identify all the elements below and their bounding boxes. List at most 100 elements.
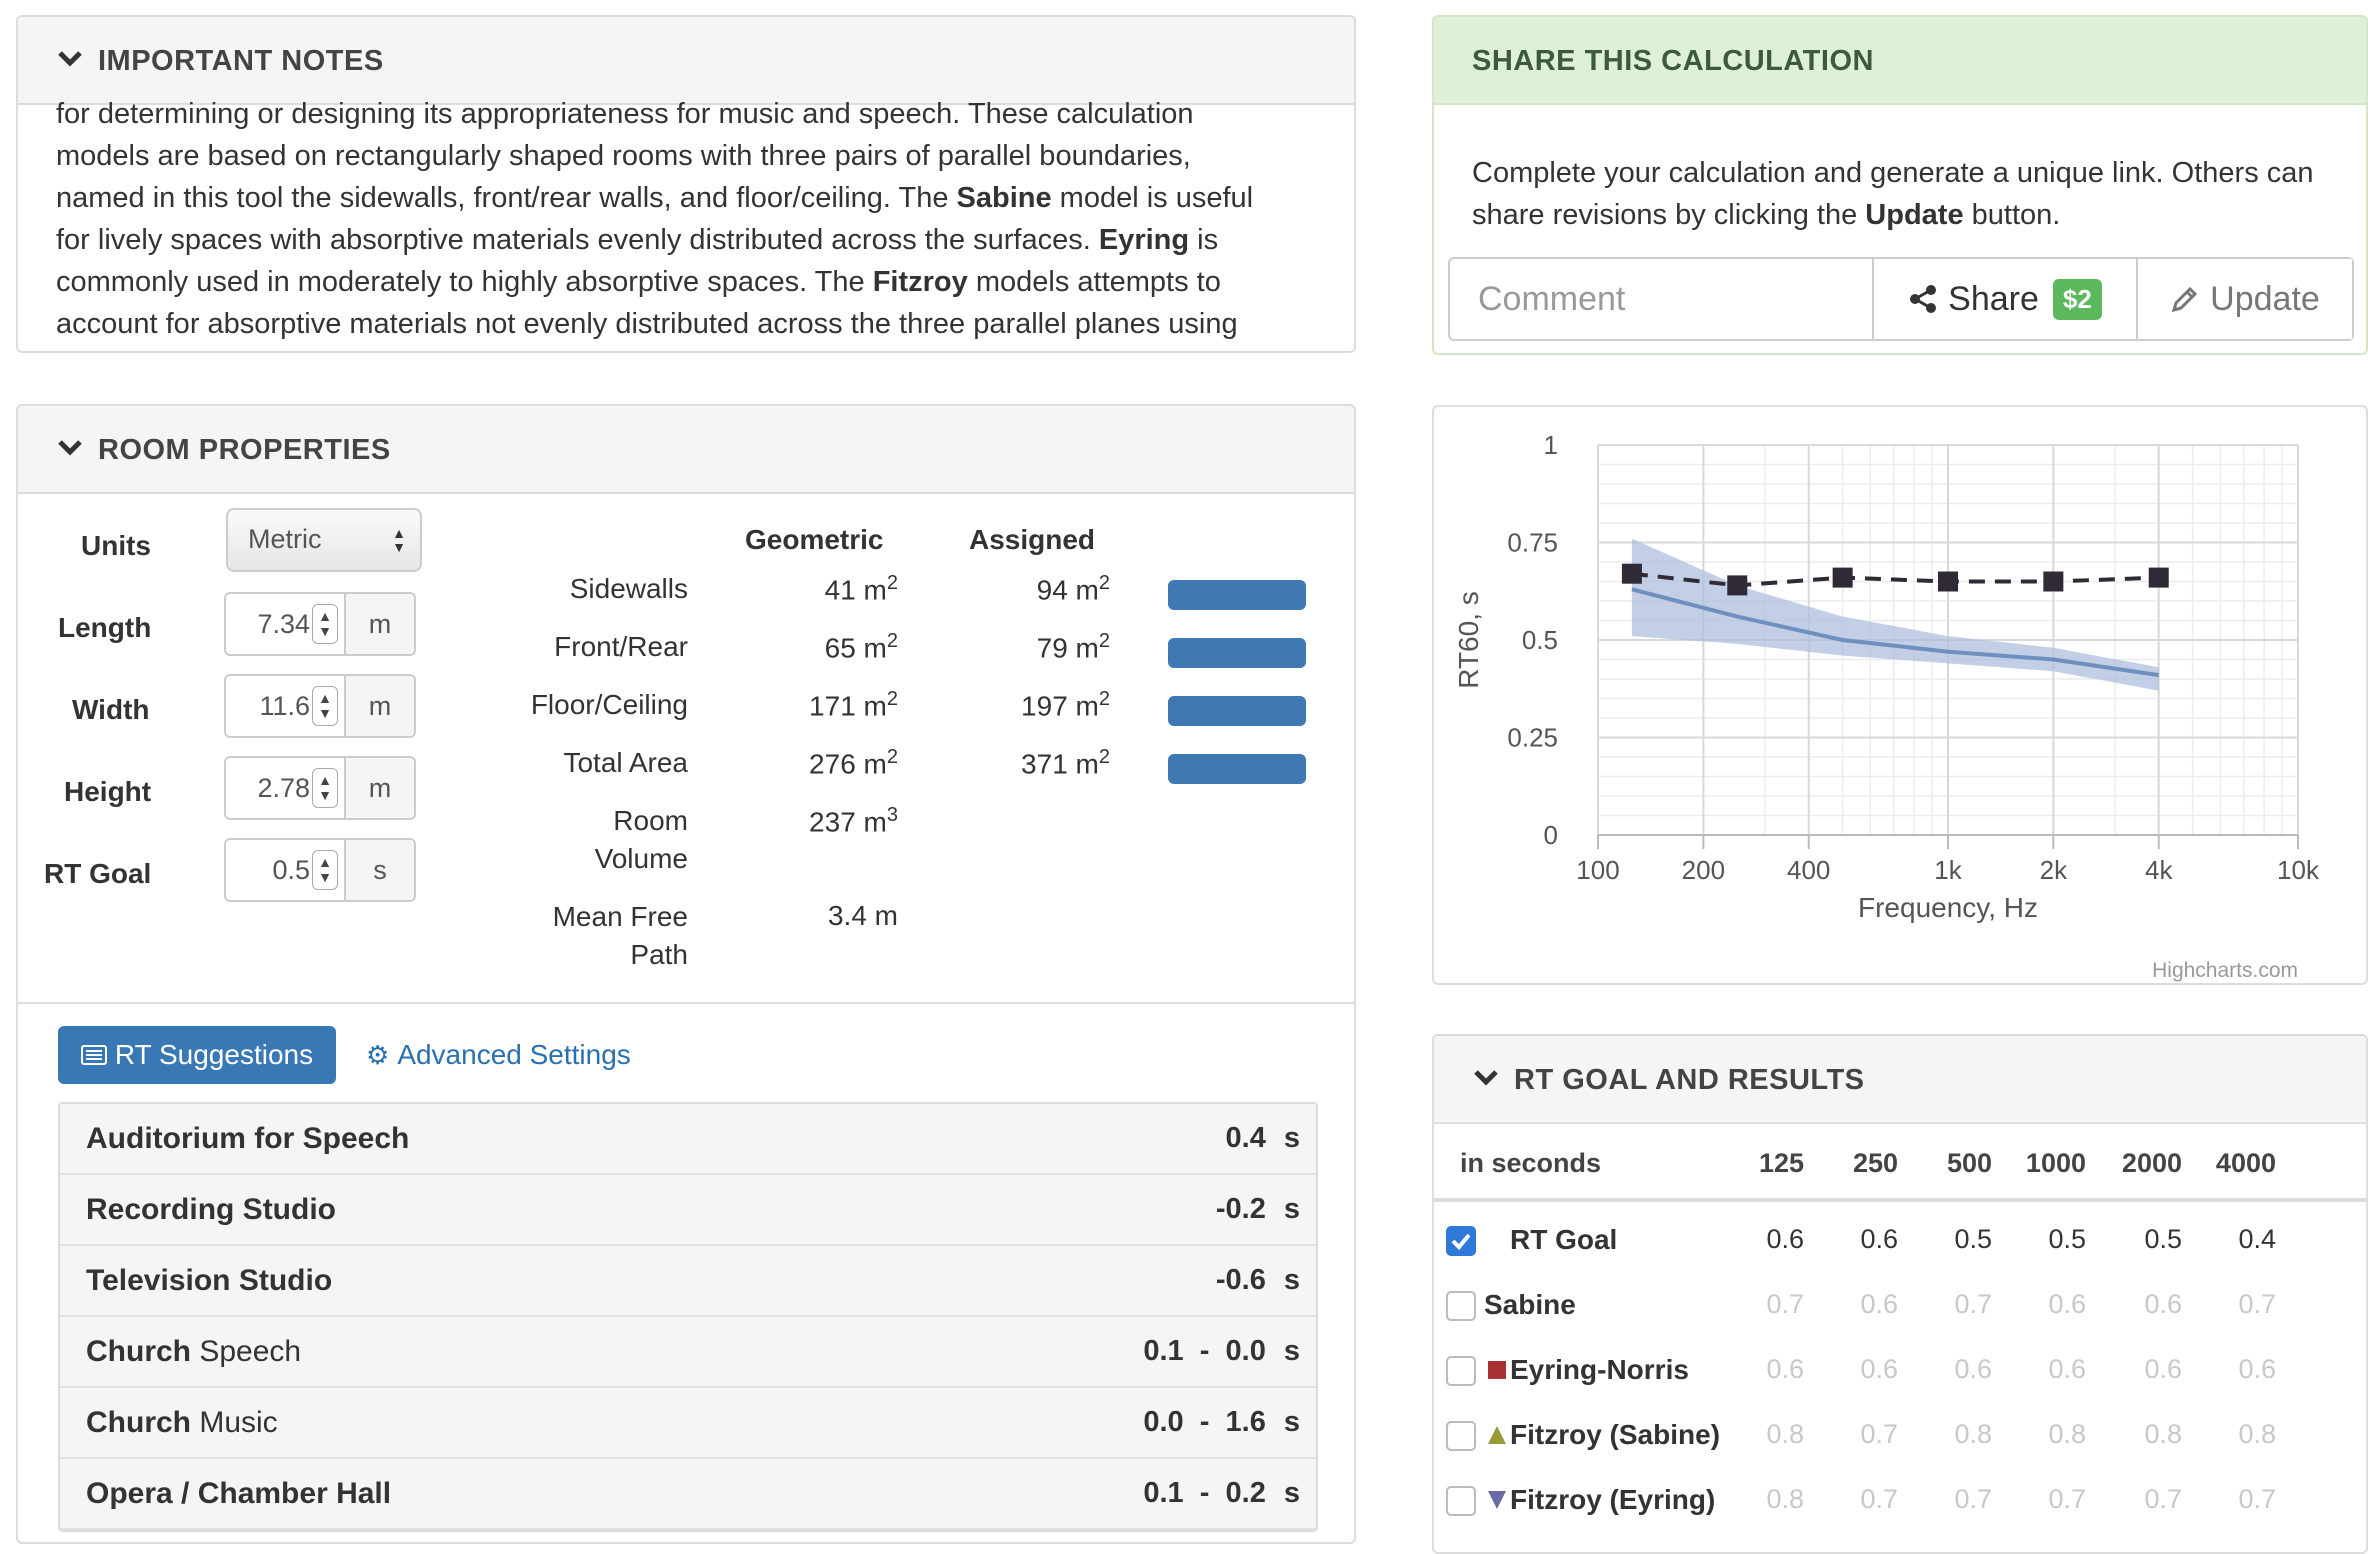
result-row: RT Goal 0.6 0.6 0.5 0.5 0.5 0.4: [1434, 1208, 2366, 1274]
geometric-value: 237 m3: [698, 804, 898, 838]
width-field[interactable]: 11.6 ▲ ▼ m: [224, 674, 416, 738]
important-notes-header[interactable]: IMPORTANT NOTES: [18, 17, 1354, 105]
suggestion-unit: s: [1283, 1193, 1300, 1225]
rt-suggestion-row[interactable]: Church Music 0.0 - 1.6 s: [60, 1388, 1316, 1459]
result-row: Fitzroy (Eyring) 0.8 0.7 0.7 0.7 0.7 0.7: [1434, 1468, 2366, 1534]
suggestion-name-bold: Recording Studio: [86, 1192, 336, 1226]
units-select[interactable]: Metric ▲ ▼: [226, 508, 422, 572]
geometric-number: 65 m: [824, 632, 887, 664]
assigned-value: 197 m2: [910, 688, 1110, 722]
note-text: models are based on rectangularly shaped…: [56, 140, 1191, 172]
chevron-down-icon[interactable]: [56, 438, 84, 458]
result-value: 0.8: [2238, 1419, 2276, 1449]
advanced-settings-link[interactable]: ⚙ Advanced Settings: [366, 1026, 631, 1084]
important-notes-title: IMPORTANT NOTES: [98, 45, 384, 77]
rt-suggestion-row[interactable]: Opera / Chamber Hall 0.1 - 0.2 s: [60, 1459, 1316, 1530]
stepper-icon[interactable]: ▲ ▼: [312, 768, 338, 808]
suggestion-unit: s: [1283, 1122, 1300, 1154]
result-checkbox[interactable]: [1446, 1291, 1476, 1321]
result-value: 0.6: [2048, 1354, 2086, 1384]
rt-suggestion-row[interactable]: Auditorium for Speech 0.4 s: [60, 1104, 1316, 1175]
important-notes-body: for determining or designing its appropr…: [56, 101, 1326, 351]
check-icon: [1451, 1233, 1471, 1250]
x-axis-label: Frequency, Hz: [1858, 892, 2038, 923]
surface-material-bar[interactable]: [1168, 580, 1306, 610]
rt-goal-point[interactable]: [1727, 575, 1748, 596]
result-row: Fitzroy (Sabine) 0.8 0.7 0.8 0.8 0.8 0.8: [1434, 1403, 2366, 1469]
room-row-label: Mean Free Path: [488, 898, 688, 974]
y-tick-label: 0.5: [1522, 625, 1558, 655]
suggestion-name: Auditorium for Speech: [86, 1122, 1226, 1156]
suggestion-value: 0.1 - 0.2: [1143, 1477, 1266, 1509]
result-checkbox[interactable]: [1446, 1486, 1476, 1516]
rt-goal-point[interactable]: [1621, 563, 1642, 584]
rt-goal-point[interactable]: [1938, 571, 1958, 592]
y-tick-label: 0.25: [1507, 723, 1558, 753]
result-value: 0.6: [2238, 1354, 2276, 1384]
room-row-label-line: Volume: [594, 843, 688, 874]
result-checkbox[interactable]: [1446, 1421, 1476, 1451]
share-controls: Share $2 Update: [1448, 257, 2354, 341]
rt-goal-point[interactable]: [2148, 567, 2169, 588]
suggestion-value: -0.6: [1215, 1264, 1266, 1296]
result-checkbox[interactable]: [1446, 1356, 1476, 1386]
rt-suggestion-row[interactable]: Recording Studio -0.2 s: [60, 1175, 1316, 1246]
assigned-number: 371 m: [1021, 748, 1099, 780]
share-button[interactable]: Share $2: [1874, 259, 2138, 339]
rt-suggestions-list: Auditorium for Speech 0.4 s Recording Studi…: [58, 1102, 1318, 1532]
rt-suggestions-button[interactable]: RT Suggestions: [58, 1026, 336, 1084]
select-arrows-icon: ▲ ▼: [392, 525, 406, 555]
suggestion-name-rest: Music: [191, 1405, 278, 1439]
surface-material-bar[interactable]: [1168, 754, 1306, 784]
share-count-badge: $2: [2052, 278, 2102, 320]
geometric-value: 171 m2: [698, 688, 898, 722]
x-tick-label: 1k: [1934, 855, 1962, 885]
room-row-label-line: Room: [613, 805, 688, 836]
y-tick-label: 0.75: [1507, 528, 1558, 558]
result-value: 0.7: [2144, 1484, 2182, 1514]
stepper-icon[interactable]: ▲ ▼: [312, 604, 338, 644]
result-value: 0.8: [1954, 1419, 1992, 1449]
suggestion-name: Opera / Chamber Hall: [86, 1477, 1143, 1511]
result-name: Eyring-Norris: [1510, 1354, 1689, 1385]
chevron-down-icon[interactable]: [56, 49, 84, 69]
note-line: account for absorptive materials not eve…: [56, 303, 1253, 345]
results-table-header: in seconds 125 250 500 1000 2000 4000: [1434, 1136, 2366, 1202]
update-button[interactable]: Update: [2138, 259, 2352, 339]
surface-material-bar[interactable]: [1168, 638, 1306, 668]
surface-material-bar[interactable]: [1168, 696, 1306, 726]
results-header[interactable]: RT GOAL AND RESULTS: [1434, 1036, 2366, 1124]
length-field[interactable]: 7.34 ▲ ▼ m: [224, 592, 416, 656]
result-value: 0.4: [2238, 1224, 2276, 1254]
stepper-icon[interactable]: ▲ ▼: [312, 850, 338, 890]
geometric-value: 41 m2: [698, 572, 898, 606]
room-properties-header[interactable]: ROOM PROPERTIES: [18, 406, 1354, 494]
freq-header: 2000: [2121, 1148, 2182, 1178]
result-value: 0.5: [2048, 1224, 2086, 1254]
rt-goal-point[interactable]: [2043, 571, 2064, 592]
gear-icon: ⚙: [366, 1039, 390, 1070]
stepper-icon[interactable]: ▲ ▼: [312, 686, 338, 726]
geometric-number: 41 m: [824, 574, 887, 606]
chevron-down-icon[interactable]: [1472, 1068, 1500, 1088]
rt-suggestions-label: RT Suggestions: [114, 1039, 314, 1070]
comment-input[interactable]: [1450, 259, 1874, 339]
rt-goal-value: 0.5: [272, 854, 310, 885]
rt-goal-field[interactable]: 0.5 ▲ ▼ s: [224, 838, 416, 902]
width-unit: m: [344, 676, 414, 736]
rt-suggestion-row[interactable]: Church Speech 0.1 - 0.0 s: [60, 1317, 1316, 1388]
result-checkbox[interactable]: [1446, 1226, 1476, 1256]
room-row-label-line: Mean Free: [552, 901, 688, 932]
note-text: model is useful: [1051, 182, 1254, 214]
x-tick-label: 4k: [2145, 855, 2173, 885]
rt-suggestion-row[interactable]: Television Studio -0.6 s: [60, 1246, 1316, 1317]
suggestion-name: Church Music: [86, 1406, 1143, 1440]
exponent: 2: [886, 630, 898, 652]
note-line: for lively spaces with absorptive materi…: [56, 219, 1253, 261]
height-field[interactable]: 2.78 ▲ ▼ m: [224, 756, 416, 820]
result-row: Sabine 0.7 0.6 0.7 0.6 0.6 0.7: [1434, 1273, 2366, 1339]
room-row-label-line: Front/Rear: [554, 631, 688, 662]
rt60-chart-panel: 100 200 400 1k 2k 4k 10k 0 0.25 0.5 0.75 1 Frequency…: [1432, 405, 2368, 985]
result-value: 0.8: [1766, 1484, 1804, 1514]
rt-goal-point[interactable]: [1832, 567, 1853, 588]
